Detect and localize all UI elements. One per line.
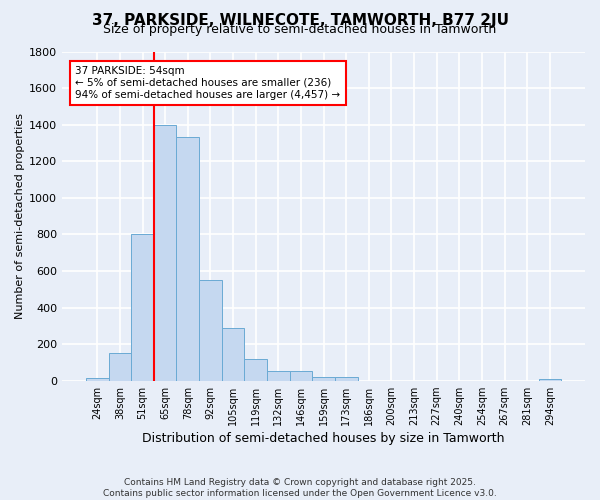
- Y-axis label: Number of semi-detached properties: Number of semi-detached properties: [15, 113, 25, 319]
- X-axis label: Distribution of semi-detached houses by size in Tamworth: Distribution of semi-detached houses by …: [142, 432, 505, 445]
- Text: 37, PARKSIDE, WILNECOTE, TAMWORTH, B77 2JU: 37, PARKSIDE, WILNECOTE, TAMWORTH, B77 2…: [91, 12, 509, 28]
- Bar: [176, 138, 199, 380]
- Bar: [86, 378, 109, 380]
- Bar: [154, 124, 176, 380]
- Bar: [267, 370, 290, 380]
- Bar: [222, 328, 244, 380]
- Bar: [109, 354, 131, 380]
- Bar: [539, 379, 561, 380]
- Text: Contains HM Land Registry data © Crown copyright and database right 2025.
Contai: Contains HM Land Registry data © Crown c…: [103, 478, 497, 498]
- Bar: [312, 377, 335, 380]
- Bar: [335, 377, 358, 380]
- Bar: [131, 234, 154, 380]
- Bar: [199, 280, 222, 380]
- Bar: [244, 358, 267, 380]
- Text: Size of property relative to semi-detached houses in Tamworth: Size of property relative to semi-detach…: [103, 22, 497, 36]
- Bar: [290, 370, 312, 380]
- Text: 37 PARKSIDE: 54sqm
← 5% of semi-detached houses are smaller (236)
94% of semi-de: 37 PARKSIDE: 54sqm ← 5% of semi-detached…: [75, 66, 340, 100]
